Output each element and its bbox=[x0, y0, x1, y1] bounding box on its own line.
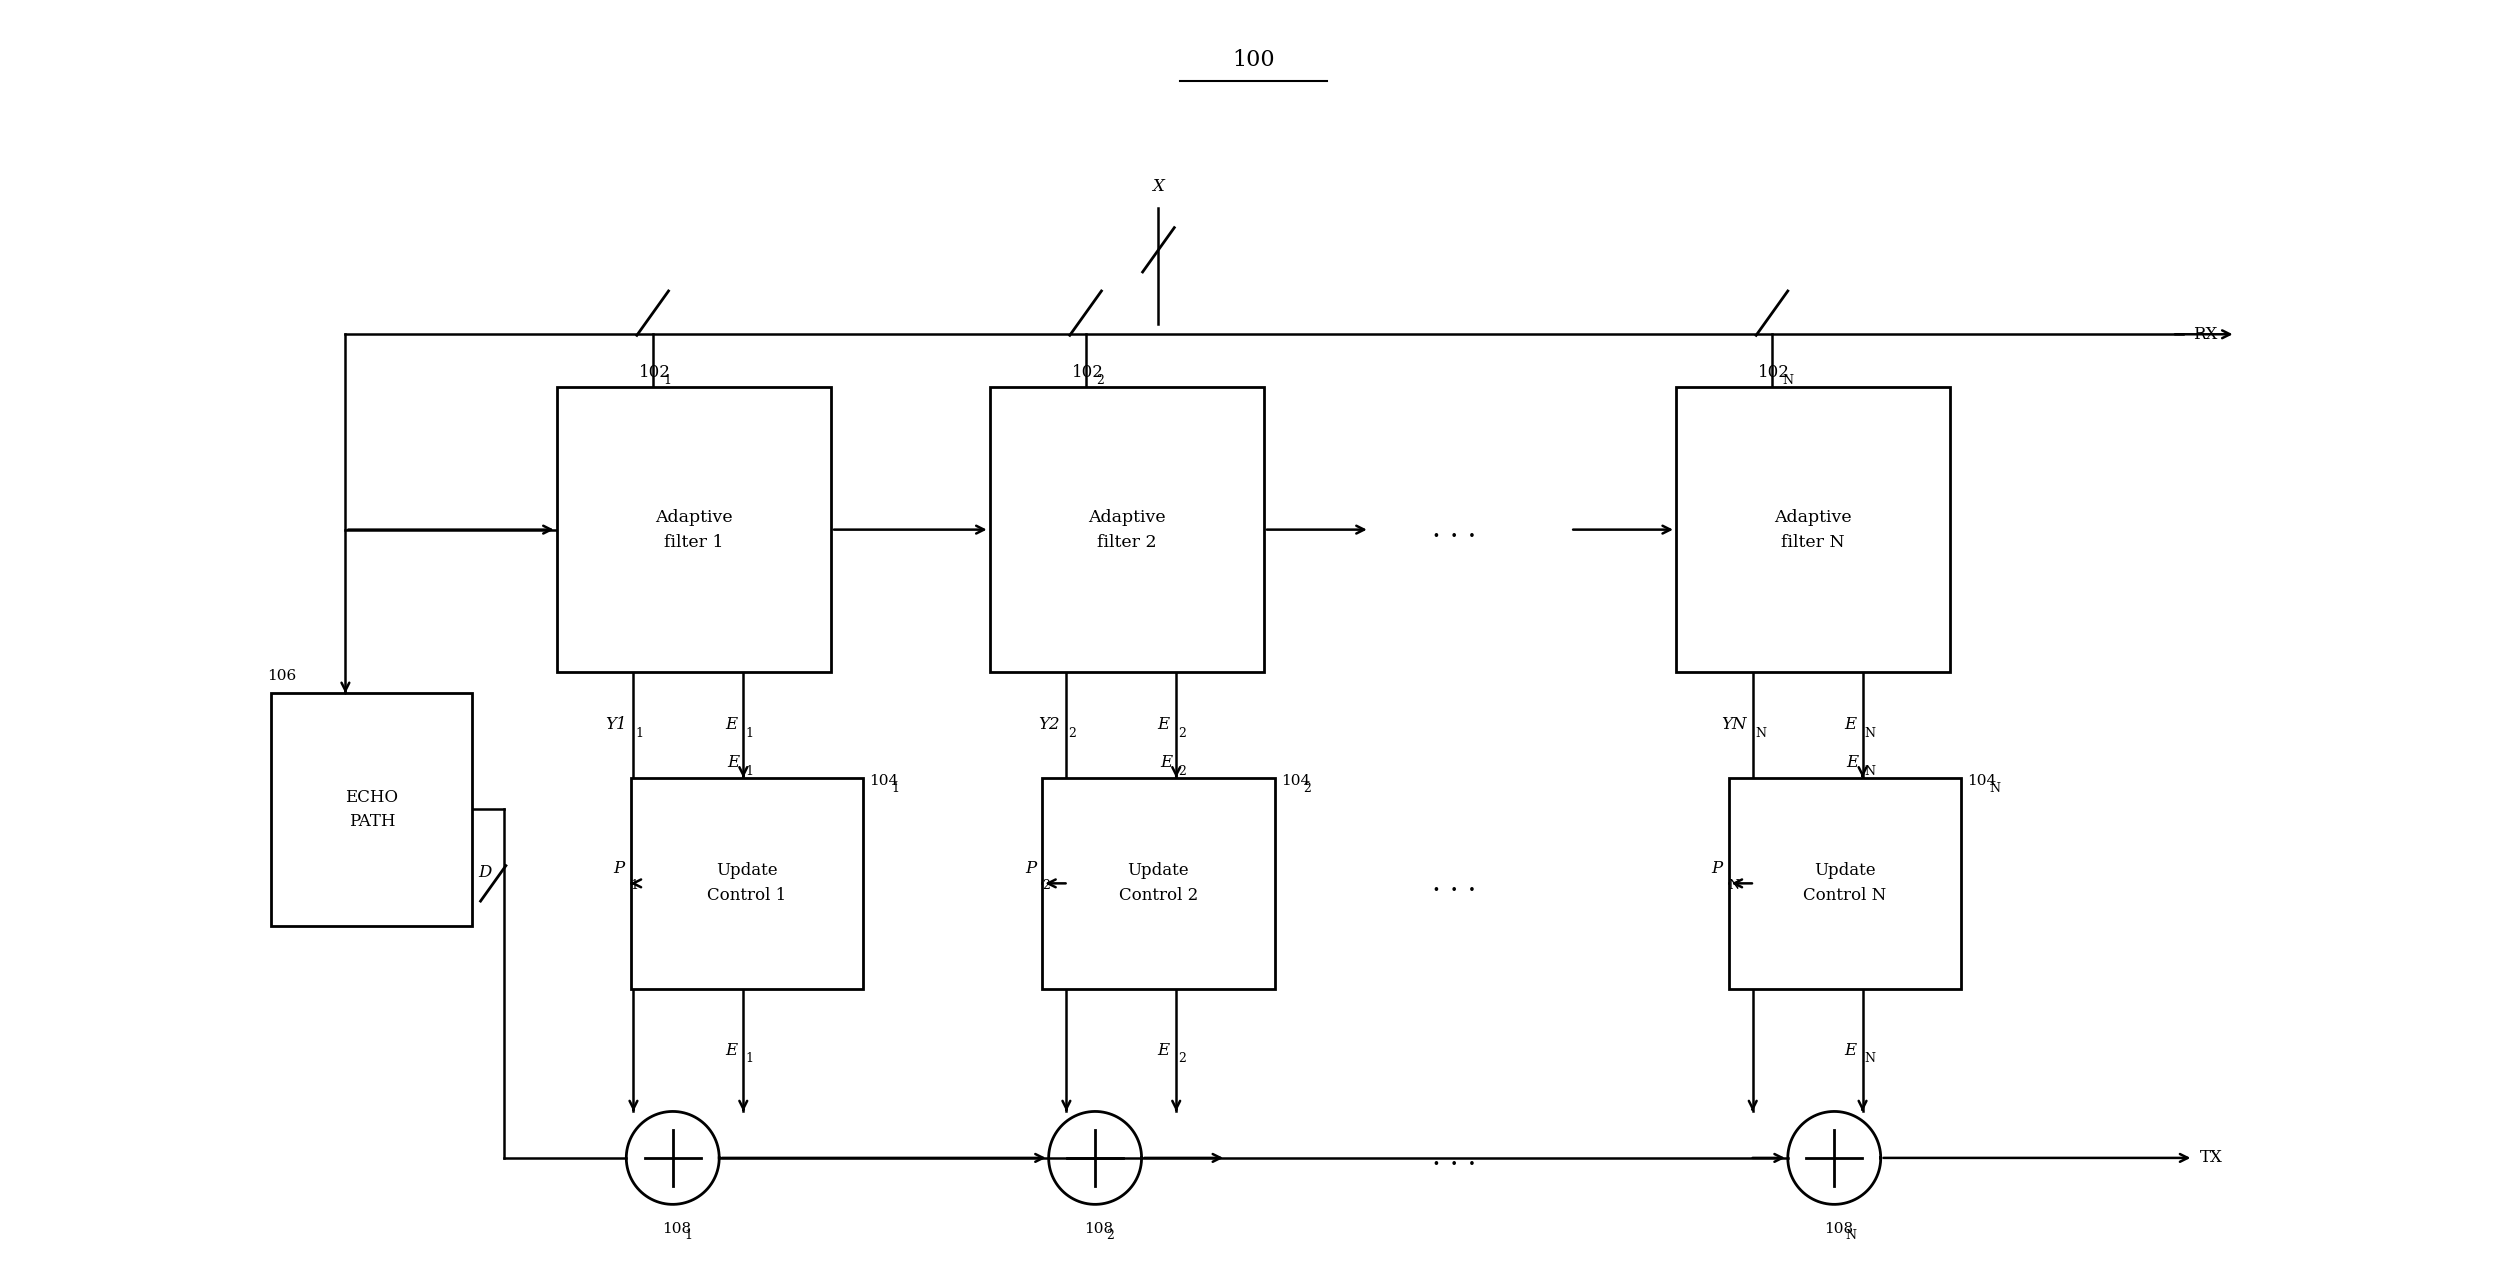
Bar bbox=[271, 693, 471, 926]
Text: E: E bbox=[727, 755, 740, 771]
Text: 2: 2 bbox=[1068, 726, 1076, 740]
Text: D: D bbox=[479, 865, 491, 881]
Text: . . .: . . . bbox=[1431, 516, 1477, 543]
Text: N: N bbox=[1730, 879, 1740, 892]
Text: 1: 1 bbox=[745, 726, 755, 740]
Bar bbox=[629, 778, 862, 989]
Text: 1: 1 bbox=[745, 765, 755, 778]
Text: Adaptive
filter N: Adaptive filter N bbox=[1775, 509, 1853, 551]
Text: 104: 104 bbox=[1968, 774, 1996, 788]
Text: 1: 1 bbox=[684, 1230, 692, 1243]
Text: Update
Control 2: Update Control 2 bbox=[1118, 862, 1198, 904]
Bar bbox=[557, 387, 832, 673]
Text: . . .: . . . bbox=[1431, 1144, 1477, 1171]
Text: N: N bbox=[1782, 374, 1793, 387]
Text: Update
Control N: Update Control N bbox=[1803, 862, 1885, 904]
Text: 104: 104 bbox=[870, 774, 898, 788]
Text: E: E bbox=[725, 716, 737, 734]
Text: N: N bbox=[1991, 781, 2001, 794]
Text: 1: 1 bbox=[745, 1052, 755, 1065]
Text: 2: 2 bbox=[1106, 1230, 1116, 1243]
Text: Update
Control 1: Update Control 1 bbox=[707, 862, 787, 904]
Text: . . .: . . . bbox=[1431, 870, 1477, 897]
Text: ECHO
PATH: ECHO PATH bbox=[346, 789, 399, 830]
Text: E: E bbox=[1845, 1041, 1855, 1058]
Bar bbox=[1043, 778, 1274, 989]
Bar bbox=[1730, 778, 1960, 989]
Text: 2: 2 bbox=[1178, 765, 1186, 778]
Text: 2: 2 bbox=[1178, 726, 1186, 740]
Text: Adaptive
filter 2: Adaptive filter 2 bbox=[1088, 509, 1166, 551]
Text: N: N bbox=[1865, 1052, 1875, 1065]
Text: 106: 106 bbox=[268, 669, 296, 683]
Text: 108: 108 bbox=[1823, 1222, 1853, 1236]
Text: 1: 1 bbox=[637, 726, 644, 740]
Text: N: N bbox=[1755, 726, 1765, 740]
Text: 1: 1 bbox=[890, 781, 900, 794]
Text: 102: 102 bbox=[1757, 364, 1790, 380]
Text: 1: 1 bbox=[662, 374, 672, 387]
Text: E: E bbox=[725, 1041, 737, 1058]
Text: N: N bbox=[1865, 765, 1875, 778]
Text: N: N bbox=[1865, 726, 1875, 740]
Text: Adaptive
filter 1: Adaptive filter 1 bbox=[654, 509, 732, 551]
Text: 108: 108 bbox=[662, 1222, 692, 1236]
Text: 2: 2 bbox=[1304, 781, 1311, 794]
Text: YN: YN bbox=[1720, 716, 1747, 734]
Text: Y2: Y2 bbox=[1038, 716, 1060, 734]
Text: 104: 104 bbox=[1281, 774, 1311, 788]
Text: 2: 2 bbox=[1043, 879, 1050, 892]
Text: X: X bbox=[1153, 178, 1163, 195]
Text: 100: 100 bbox=[1231, 49, 1276, 70]
Text: E: E bbox=[1845, 755, 1858, 771]
Bar bbox=[1675, 387, 1950, 673]
Text: 102: 102 bbox=[1073, 364, 1103, 380]
Text: 2: 2 bbox=[1178, 1052, 1186, 1065]
Text: 1: 1 bbox=[629, 879, 639, 892]
Text: E: E bbox=[1158, 716, 1171, 734]
Bar bbox=[990, 387, 1264, 673]
Text: P: P bbox=[614, 860, 624, 877]
Text: TX: TX bbox=[2199, 1149, 2224, 1167]
Text: 108: 108 bbox=[1086, 1222, 1113, 1236]
Text: RX: RX bbox=[2194, 325, 2219, 343]
Text: E: E bbox=[1161, 755, 1171, 771]
Text: E: E bbox=[1158, 1041, 1171, 1058]
Text: 102: 102 bbox=[639, 364, 672, 380]
Text: P: P bbox=[1025, 860, 1035, 877]
Text: P: P bbox=[1712, 860, 1722, 877]
Text: 2: 2 bbox=[1096, 374, 1103, 387]
Text: E: E bbox=[1845, 716, 1855, 734]
Text: N: N bbox=[1845, 1230, 1858, 1243]
Text: Y1: Y1 bbox=[607, 716, 627, 734]
